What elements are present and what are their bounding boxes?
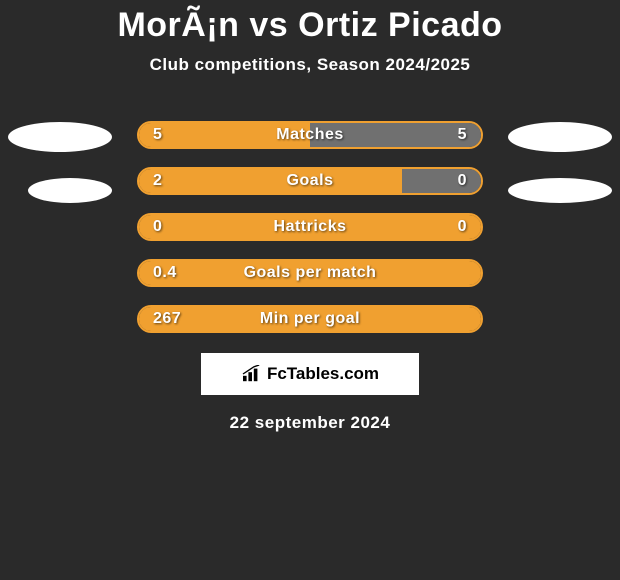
subtitle: Club competitions, Season 2024/2025 (0, 55, 620, 75)
logo-box: FcTables.com (201, 353, 419, 395)
stat-row: 267 Min per goal (137, 305, 483, 333)
deco-ellipse-top-right (508, 122, 612, 152)
stat-value-right: 5 (458, 126, 467, 144)
deco-ellipse-bottom-right (508, 178, 612, 203)
chart-icon (241, 365, 263, 383)
deco-ellipse-bottom-left (28, 178, 112, 203)
stat-value-right: 0 (458, 218, 467, 236)
comparison-card: MorÃ¡n vs Ortiz Picado Club competitions… (0, 0, 620, 433)
stat-label: Hattricks (274, 218, 347, 236)
stat-value-left: 0 (153, 218, 162, 236)
stat-label: Min per goal (260, 310, 360, 328)
stat-label: Goals (287, 172, 334, 190)
stat-label: Goals per match (244, 264, 377, 282)
bar-left (139, 169, 402, 193)
stat-row: 0 Hattricks 0 (137, 213, 483, 241)
bar-right (402, 169, 481, 193)
stat-row: 2 Goals 0 (137, 167, 483, 195)
date-text: 22 september 2024 (0, 413, 620, 433)
stat-value-left: 0.4 (153, 264, 177, 282)
deco-ellipse-top-left (8, 122, 112, 152)
logo-text: FcTables.com (267, 364, 379, 384)
stat-row: 0.4 Goals per match (137, 259, 483, 287)
stat-label: Matches (276, 126, 344, 144)
stat-row: 5 Matches 5 (137, 121, 483, 149)
page-title: MorÃ¡n vs Ortiz Picado (0, 0, 620, 45)
stat-value-right: 0 (458, 172, 467, 190)
stat-value-left: 2 (153, 172, 162, 190)
stat-value-left: 5 (153, 126, 162, 144)
stat-value-left: 267 (153, 310, 181, 328)
stat-rows: 5 Matches 5 2 Goals 0 0 Hattricks 0 0.4 Goals per … (0, 121, 620, 333)
